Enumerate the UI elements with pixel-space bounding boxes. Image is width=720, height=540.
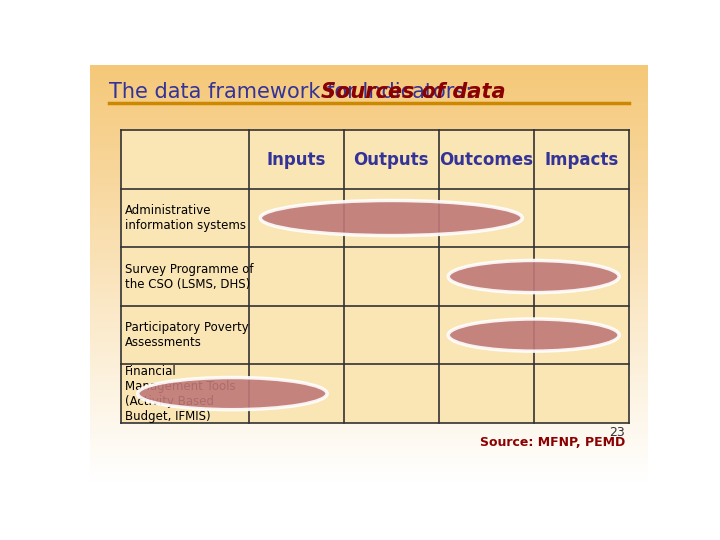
Text: Participatory Poverty
Assessments: Participatory Poverty Assessments [125, 321, 248, 349]
Text: Administrative
information systems: Administrative information systems [125, 204, 246, 232]
Ellipse shape [449, 319, 619, 351]
Text: Outputs: Outputs [354, 151, 429, 168]
Text: Financial
Management Tools
(Activity Based
Budget, IFMIS): Financial Management Tools (Activity Bas… [125, 364, 235, 423]
Bar [121, 130, 629, 423]
Text: Survey Programme of
the CSO (LSMS, DHS): Survey Programme of the CSO (LSMS, DHS) [125, 262, 253, 291]
Ellipse shape [138, 377, 327, 410]
Text: 23: 23 [609, 427, 625, 440]
Text: Outcomes: Outcomes [439, 151, 534, 168]
Ellipse shape [260, 200, 522, 235]
Text: Source: MFNP, PEMD: Source: MFNP, PEMD [480, 436, 625, 449]
Text: Sources of data: Sources of data [321, 82, 505, 102]
Ellipse shape [449, 260, 619, 293]
Text: Impacts: Impacts [544, 151, 618, 168]
Text: The data framework for Indicators:: The data framework for Indicators: [109, 82, 480, 102]
Text: Inputs: Inputs [266, 151, 326, 168]
